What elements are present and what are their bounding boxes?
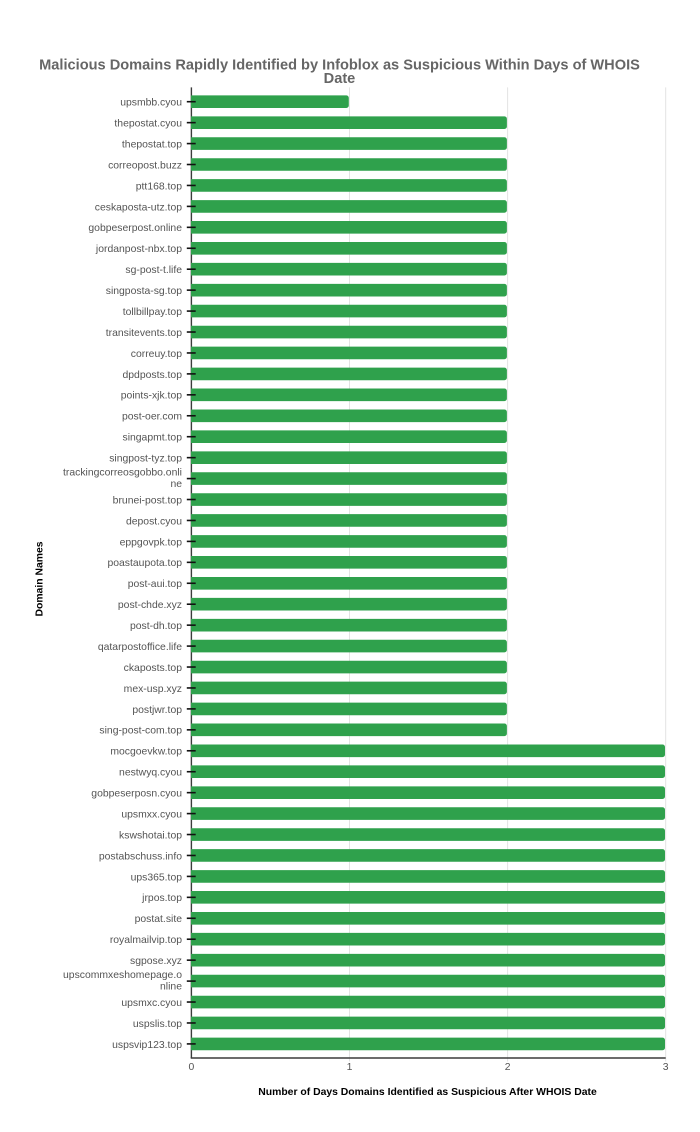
svg-text:postjwr.top: postjwr.top — [132, 705, 182, 716]
svg-text:ceskaposta-utz.top: ceskaposta-utz.top — [95, 202, 182, 213]
svg-text:royalmailvip.top: royalmailvip.top — [110, 935, 182, 946]
svg-text:kswshotai.top: kswshotai.top — [119, 830, 182, 841]
svg-text:upscommxeshomepage.o: upscommxeshomepage.o — [63, 970, 182, 981]
svg-text:post-chde.xyz: post-chde.xyz — [118, 600, 182, 611]
svg-text:dpdposts.top: dpdposts.top — [122, 370, 182, 381]
svg-text:poastaupota.top: poastaupota.top — [107, 558, 182, 569]
svg-text:upsmbb.cyou: upsmbb.cyou — [120, 98, 182, 109]
svg-text:upsmxx.cyou: upsmxx.cyou — [121, 809, 182, 820]
svg-text:postat.site: postat.site — [135, 914, 183, 925]
svg-text:Domain Names: Domain Names — [35, 541, 46, 616]
svg-text:thepostat.cyou: thepostat.cyou — [114, 119, 182, 130]
svg-text:correuy.top: correuy.top — [131, 349, 182, 360]
svg-text:gobpeserposn.cyou: gobpeserposn.cyou — [91, 789, 182, 800]
svg-text:1: 1 — [347, 1062, 353, 1073]
svg-text:singapmt.top: singapmt.top — [123, 433, 183, 444]
svg-text:post-oer.com: post-oer.com — [122, 412, 182, 423]
svg-text:sgpose.xyz: sgpose.xyz — [130, 956, 182, 967]
svg-text:thepostat.top: thepostat.top — [122, 139, 182, 150]
svg-text:Number of Days Domains Identif: Number of Days Domains Identified as Sus… — [258, 1087, 597, 1098]
svg-text:depost.cyou: depost.cyou — [126, 516, 182, 527]
svg-text:jrpos.top: jrpos.top — [141, 893, 182, 904]
svg-text:3: 3 — [663, 1062, 669, 1073]
svg-text:trackingcorreosgobbo.onli: trackingcorreosgobbo.onli — [63, 468, 182, 479]
svg-text:Malicious Domains Rapidly Iden: Malicious Domains Rapidly Identified by … — [39, 58, 640, 74]
svg-text:sing-post-com.top: sing-post-com.top — [99, 726, 182, 737]
svg-text:qatarpostoffice.life: qatarpostoffice.life — [98, 642, 182, 653]
svg-text:nline: nline — [160, 982, 182, 993]
svg-text:eppgovpk.top: eppgovpk.top — [120, 537, 183, 548]
svg-text:jordanpost-nbx.top: jordanpost-nbx.top — [95, 244, 182, 255]
svg-text:0: 0 — [189, 1062, 195, 1073]
svg-text:ckaposts.top: ckaposts.top — [124, 663, 183, 674]
svg-text:ptt168.top: ptt168.top — [136, 181, 182, 192]
svg-text:ne: ne — [170, 479, 182, 490]
svg-text:mocgoevkw.top: mocgoevkw.top — [110, 747, 182, 758]
svg-text:post-aui.top: post-aui.top — [128, 579, 183, 590]
svg-text:postabschuss.info: postabschuss.info — [99, 851, 182, 862]
svg-text:gobpeserpost.online: gobpeserpost.online — [88, 223, 182, 234]
svg-text:2: 2 — [505, 1062, 511, 1073]
svg-text:nestwyq.cyou: nestwyq.cyou — [119, 768, 182, 779]
svg-text:transitevents.top: transitevents.top — [106, 328, 182, 339]
svg-text:uspslis.top: uspslis.top — [133, 1019, 182, 1030]
svg-text:singpost-tyz.top: singpost-tyz.top — [109, 454, 182, 465]
svg-text:singposta-sg.top: singposta-sg.top — [106, 286, 182, 297]
svg-text:sg-post-t.life: sg-post-t.life — [125, 265, 182, 276]
svg-text:mex-usp.xyz: mex-usp.xyz — [124, 684, 182, 695]
svg-text:ups365.top: ups365.top — [131, 872, 183, 883]
svg-text:uspsvip123.top: uspsvip123.top — [112, 1040, 182, 1051]
svg-text:tollbillpay.top: tollbillpay.top — [123, 307, 183, 318]
svg-text:points-xjk.top: points-xjk.top — [121, 391, 182, 402]
svg-text:Date: Date — [324, 71, 356, 87]
svg-text:correopost.buzz: correopost.buzz — [108, 160, 182, 171]
svg-text:upsmxc.cyou: upsmxc.cyou — [121, 998, 182, 1009]
svg-text:brunei-post.top: brunei-post.top — [113, 495, 183, 506]
svg-text:post-dh.top: post-dh.top — [130, 621, 182, 632]
